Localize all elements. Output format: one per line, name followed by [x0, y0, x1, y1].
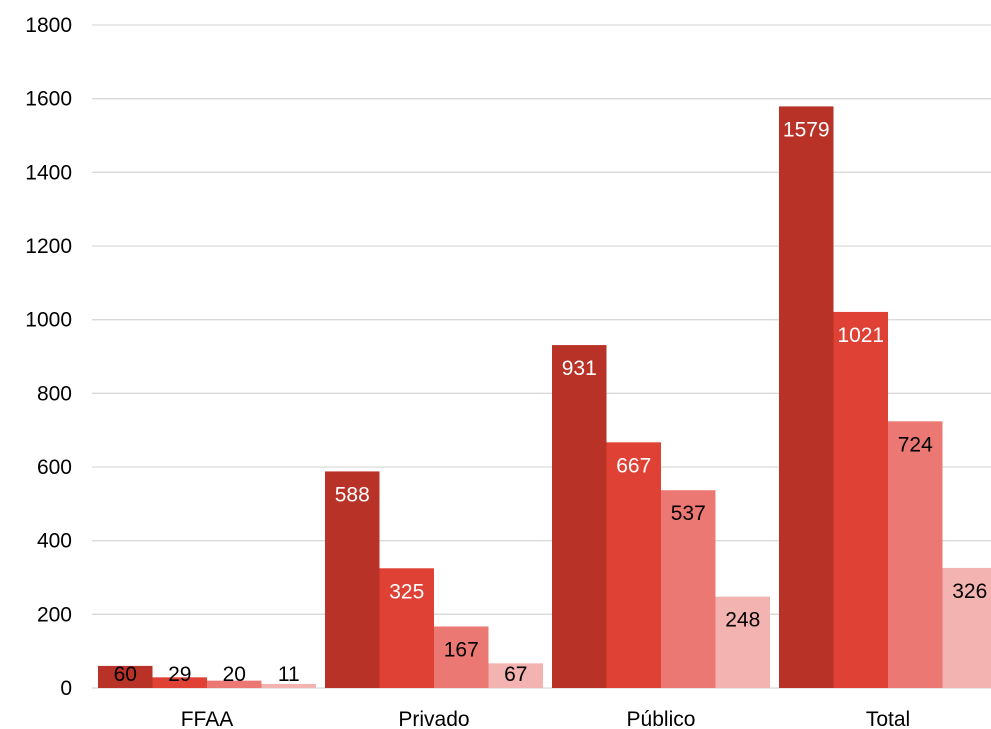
- y-tick-label: 1600: [25, 88, 72, 111]
- bar: [379, 568, 434, 688]
- y-tick-label: 200: [37, 603, 72, 626]
- y-tick-label: 600: [37, 456, 72, 479]
- y-tick-label: 1000: [25, 309, 72, 332]
- x-category-label: FFAA: [181, 708, 234, 729]
- bar: [152, 677, 207, 688]
- data-label: 248: [725, 609, 760, 632]
- bar: [606, 442, 661, 688]
- bar: [207, 680, 262, 688]
- y-tick-label: 1200: [25, 235, 72, 258]
- bar: [942, 567, 991, 688]
- bar: [488, 663, 543, 688]
- data-label: 1021: [837, 324, 884, 347]
- data-label: 167: [444, 638, 479, 661]
- y-tick-label: 800: [37, 382, 72, 405]
- data-label: 325: [389, 580, 424, 603]
- data-label: 11: [278, 663, 300, 686]
- bars: [98, 106, 991, 688]
- y-tick-label: 1400: [25, 161, 72, 184]
- bar: [661, 490, 716, 688]
- data-label: 1579: [783, 118, 830, 141]
- x-category-label: Total: [866, 708, 910, 729]
- data-label: 724: [898, 433, 933, 456]
- data-labels: 60 588 931 1579 29 325 667 1021 20 167 537 724 11 67 2…: [114, 118, 988, 686]
- data-label: 667: [616, 454, 651, 477]
- y-tick-label: 0: [60, 677, 72, 700]
- data-label: 588: [335, 483, 370, 506]
- x-axis-category-labels: FFAA Privado Público Total: [181, 708, 910, 729]
- bar: [552, 345, 607, 688]
- bar: [261, 683, 316, 688]
- bar: [98, 665, 153, 688]
- bar: [434, 626, 489, 688]
- data-label: 326: [952, 580, 987, 603]
- y-tick-label: 400: [37, 530, 72, 553]
- bar: [325, 471, 380, 688]
- bar: [779, 106, 834, 688]
- y-axis-tick-labels: 0 200 400 600 800 1000 1200 1400 1600 1800: [25, 14, 72, 700]
- data-label: 931: [562, 357, 597, 380]
- bar: [715, 596, 770, 688]
- data-label: 537: [671, 502, 706, 525]
- x-category-label: Privado: [398, 708, 469, 729]
- y-tick-label: 1800: [25, 14, 72, 37]
- data-label: 60: [114, 663, 137, 686]
- gridlines: [92, 24, 991, 689]
- bar: [833, 311, 888, 688]
- data-label: 29: [168, 663, 191, 686]
- data-label: 20: [223, 663, 246, 686]
- data-label: 67: [504, 663, 527, 686]
- bar: [888, 421, 943, 688]
- x-category-label: Público: [627, 708, 696, 729]
